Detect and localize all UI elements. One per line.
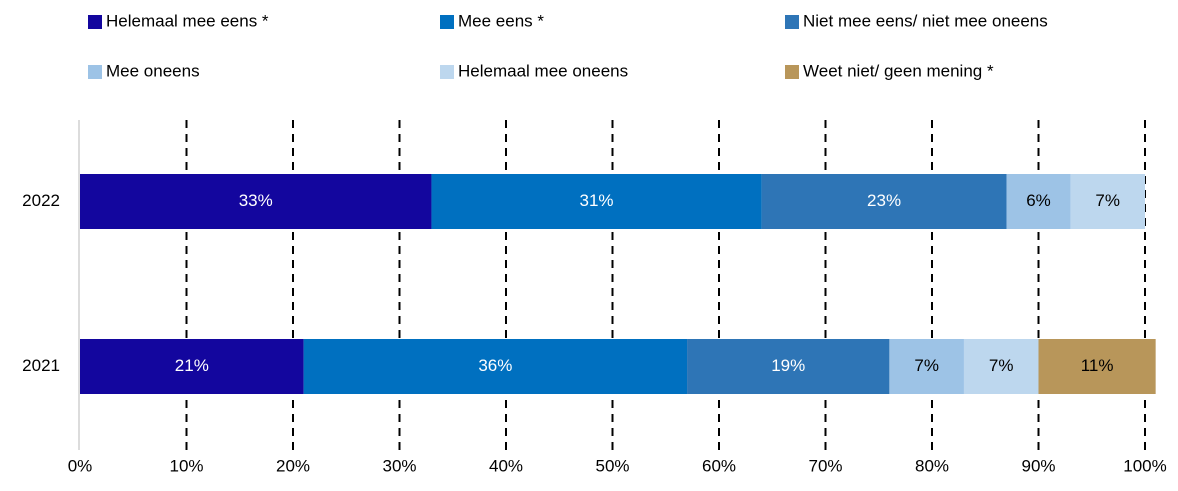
data-label: 11% (1081, 356, 1114, 375)
legend-label: Helemaal mee oneens (458, 61, 628, 80)
data-label: 7% (989, 356, 1014, 375)
x-tick-label: 30% (382, 456, 416, 475)
legend-swatch (88, 65, 102, 79)
legend-label: Helemaal mee eens * (106, 11, 269, 30)
x-tick-label: 80% (915, 456, 949, 475)
x-tick-label: 0% (68, 456, 93, 475)
data-label: 33% (239, 191, 273, 210)
x-tick-label: 10% (169, 456, 203, 475)
bar-segment (431, 174, 762, 229)
legend-swatch (440, 15, 454, 29)
data-label: 7% (914, 356, 939, 375)
bar-segment (303, 339, 688, 394)
bar-segment (1038, 339, 1156, 394)
legend-swatch (785, 65, 799, 79)
bar-segment (80, 339, 304, 394)
data-label: 7% (1095, 191, 1120, 210)
x-tick-label: 70% (808, 456, 842, 475)
legend-swatch (785, 15, 799, 29)
bar-segment (687, 339, 890, 394)
data-label: 31% (580, 191, 614, 210)
legend-label: Weet niet/ geen mening * (803, 61, 994, 80)
x-tick-label: 20% (276, 456, 310, 475)
data-label: 21% (175, 356, 209, 375)
data-label: 23% (867, 191, 901, 210)
legend-label: Mee eens * (458, 11, 544, 30)
bar-segment (761, 174, 1007, 229)
data-label: 6% (1026, 191, 1051, 210)
data-label: 19% (771, 356, 805, 375)
bar-segment (889, 339, 964, 394)
bar-segment (80, 174, 432, 229)
data-label: 36% (478, 356, 512, 375)
legend-label: Niet mee eens/ niet mee oneens (803, 11, 1048, 30)
bar-segment (963, 339, 1039, 394)
bar-segment (1006, 174, 1071, 229)
legend-swatch (440, 65, 454, 79)
y-tick-label: 2021 (22, 356, 60, 375)
x-tick-label: 50% (595, 456, 629, 475)
y-tick-label: 2022 (22, 191, 60, 210)
x-tick-label: 90% (1021, 456, 1055, 475)
legend-label: Mee oneens (106, 61, 200, 80)
x-tick-label: 60% (702, 456, 736, 475)
bar-segment (1070, 174, 1145, 229)
x-tick-label: 100% (1123, 456, 1166, 475)
x-tick-label: 40% (489, 456, 523, 475)
legend-swatch (88, 15, 102, 29)
